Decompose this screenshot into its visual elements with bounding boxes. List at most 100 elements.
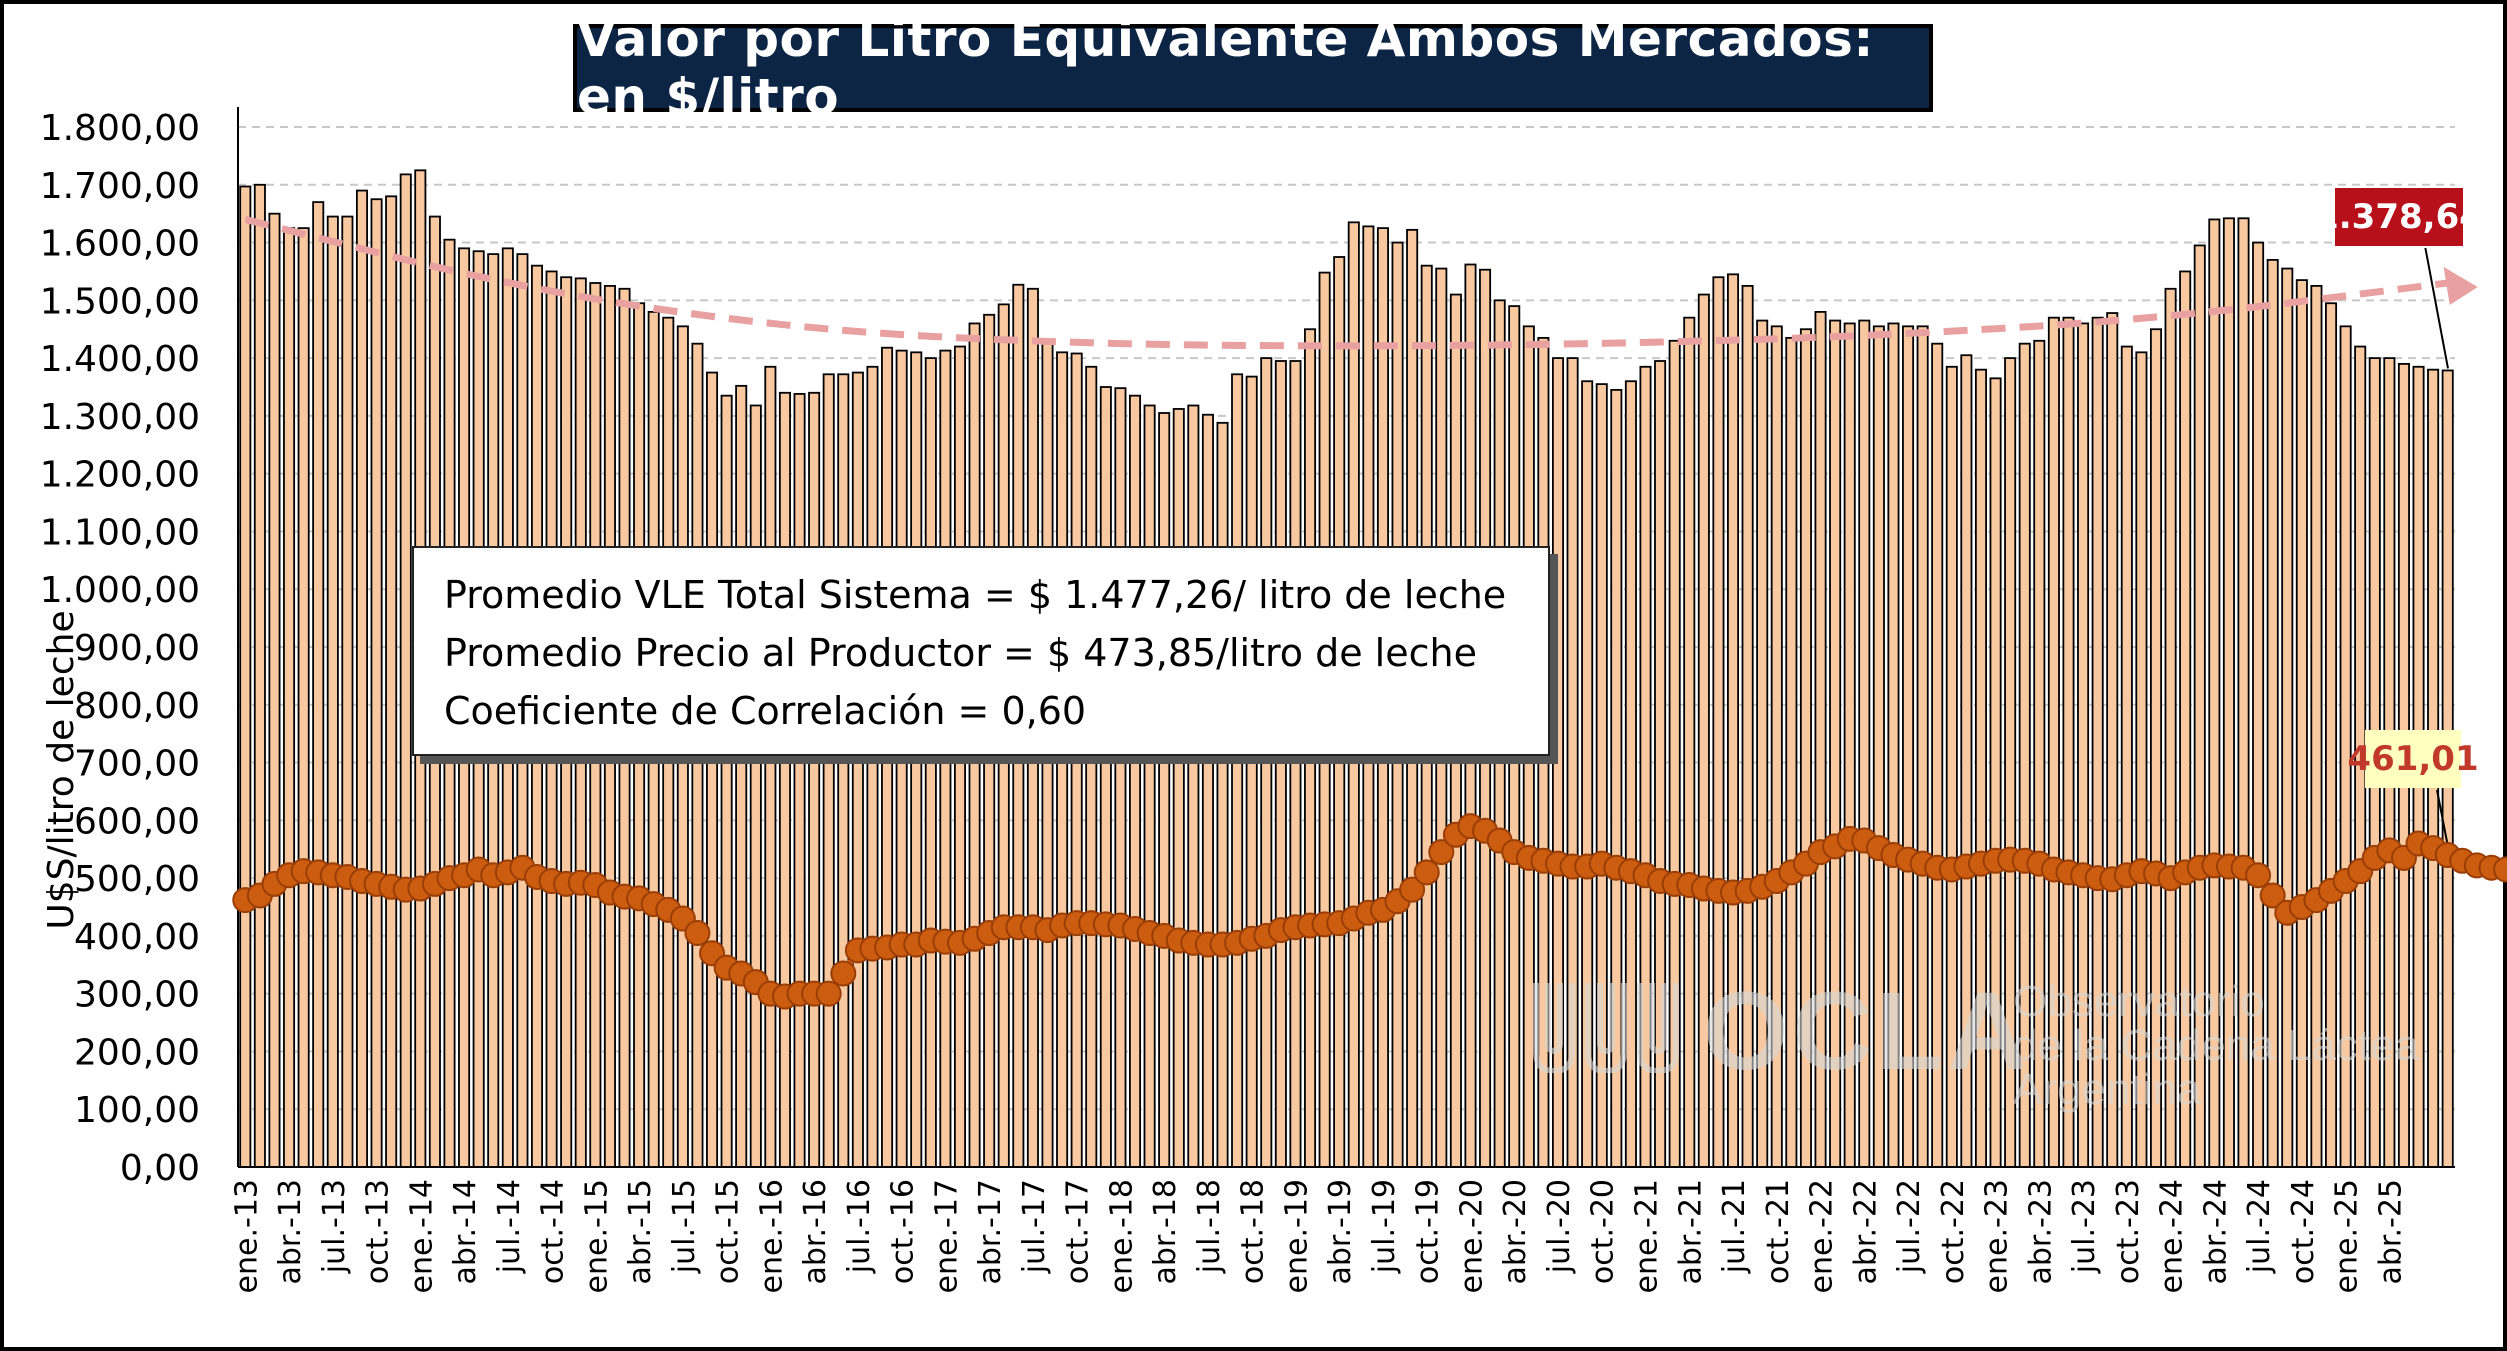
x-tick-label: ene.-19 <box>1279 1179 1314 1293</box>
x-tick-label: jul.-14 <box>492 1179 527 1274</box>
y-tick-label: 0,00 <box>120 1148 200 1189</box>
bar <box>1129 394 1142 1168</box>
bar <box>341 215 354 1168</box>
final-price-value-label: 461,01 <box>2347 730 2479 788</box>
bar <box>1143 404 1156 1168</box>
x-tick-label: jul.-21 <box>1717 1179 1752 1274</box>
y-tick-label: 700,00 <box>74 744 200 785</box>
x-tick-label: oct.-13 <box>361 1179 396 1284</box>
x-tick-label: oct.-19 <box>1411 1179 1446 1284</box>
price-point <box>815 980 842 1007</box>
y-tick-label: 500,00 <box>74 859 200 900</box>
bar <box>1187 404 1200 1168</box>
bar <box>910 351 923 1168</box>
trend-arrowhead <box>2443 267 2478 305</box>
stat-correlation: Coeficiente de Correlación = 0,60 <box>444 689 1087 733</box>
y-tick-label: 1.500,00 <box>40 281 200 322</box>
x-tick-label: ene.-21 <box>1630 1179 1665 1293</box>
final-bar-leader-line <box>2424 245 2449 369</box>
x-tick-label: ene.-23 <box>1980 1179 2015 1293</box>
stats-annotation-box: Promedio VLE Total Sistema = $ 1.477,26/… <box>412 546 1550 756</box>
bar <box>355 189 368 1168</box>
bar <box>1158 412 1171 1168</box>
bar <box>385 195 398 1168</box>
x-tick-label: oct.-20 <box>1586 1179 1621 1284</box>
bar <box>939 349 952 1168</box>
x-tick-label: oct.-15 <box>711 1179 746 1284</box>
y-tick-label: 1.800,00 <box>40 108 200 149</box>
bar <box>1231 373 1244 1168</box>
bar <box>399 173 412 1168</box>
y-tick-label: 1.700,00 <box>40 166 200 207</box>
stat-producer-price-average: Promedio Precio al Productor = $ 473,85/… <box>444 631 1477 675</box>
bar <box>778 391 791 1168</box>
bar <box>764 365 777 1168</box>
x-tick-label: abr.-22 <box>1848 1179 1883 1285</box>
x-tick-label: abr.-19 <box>1323 1179 1358 1285</box>
x-tick-label: abr.-24 <box>2198 1179 2233 1285</box>
bar <box>1245 375 1258 1168</box>
x-tick-label: ene.-20 <box>1454 1179 1489 1293</box>
x-tick-label: abr.-21 <box>1673 1179 1708 1285</box>
bar <box>1070 352 1083 1168</box>
x-tick-label: oct.-17 <box>1061 1179 1096 1284</box>
y-tick-label: 200,00 <box>74 1032 200 1073</box>
x-tick-label: jul.-20 <box>1542 1179 1577 1274</box>
price-point <box>1428 839 1455 866</box>
y-tick-label: 300,00 <box>74 975 200 1016</box>
bar <box>881 346 894 1168</box>
y-tick-label: 1.000,00 <box>40 570 200 611</box>
price-point <box>684 920 711 946</box>
trend-line <box>244 216 2449 350</box>
y-tick-label: 100,00 <box>74 1090 200 1131</box>
chart-title: Valor por Litro Equivalente Ambos Mercad… <box>577 10 1874 126</box>
bar <box>866 365 879 1168</box>
x-tick-label: jul.-24 <box>2242 1179 2277 1274</box>
watermark-line3: Argentina <box>2013 1065 2202 1114</box>
bar <box>1201 413 1214 1168</box>
x-tick-label: abr.-23 <box>2023 1179 2058 1285</box>
x-tick-label: ene.-18 <box>1104 1179 1139 1293</box>
chart-title-box: Valor por Litro Equivalente Ambos Mercad… <box>573 10 1933 126</box>
x-tick-label: oct.-21 <box>1761 1179 1796 1284</box>
bar <box>1172 408 1185 1168</box>
bar <box>1260 357 1273 1168</box>
x-tick-label: abr.-17 <box>973 1179 1008 1285</box>
bar <box>370 198 383 1168</box>
x-tick-label: jul.-13 <box>317 1179 352 1274</box>
y-tick-label: 1.300,00 <box>40 397 200 438</box>
bar <box>735 384 748 1168</box>
price-point <box>2259 882 2286 909</box>
x-tick-label: jul.-17 <box>1017 1179 1052 1274</box>
bar <box>720 394 733 1168</box>
x-tick-label: ene.-16 <box>754 1179 789 1293</box>
bar <box>1099 386 1112 1168</box>
x-tick-label: oct.-24 <box>2286 1179 2321 1284</box>
bar <box>1085 365 1098 1168</box>
watermark-line1: Observatorio <box>2013 977 2265 1026</box>
bar <box>312 201 325 1168</box>
y-tick-label: 1.100,00 <box>40 512 200 553</box>
bar <box>808 391 821 1168</box>
price-point <box>2493 856 2507 883</box>
x-tick-label: oct.-16 <box>886 1179 921 1284</box>
y-tick-label: 1.600,00 <box>40 224 200 265</box>
price-point <box>1413 859 1440 886</box>
bar <box>749 404 762 1168</box>
ocla-logo-icon <box>1533 983 1679 1073</box>
x-tick-label: abr.-25 <box>2373 1179 2408 1285</box>
x-tick-label: oct.-14 <box>536 1179 571 1284</box>
x-tick-label: jul.-23 <box>2067 1179 2102 1274</box>
x-tick-label: abr.-18 <box>1148 1179 1183 1285</box>
x-tick-label: oct.-18 <box>1236 1179 1271 1284</box>
y-axis-label: U$S/litro de leche <box>41 610 82 929</box>
x-tick-label: oct.-23 <box>2111 1179 2146 1284</box>
x-tick-label: jul.-19 <box>1367 1179 1402 1274</box>
bar <box>822 373 835 1168</box>
x-tick-label: ene.-24 <box>2155 1179 2190 1293</box>
x-tick-label: oct.-22 <box>1936 1179 1971 1284</box>
bar <box>239 185 252 1168</box>
x-tick-label: ene.-25 <box>2330 1179 2365 1293</box>
x-tick-label: abr.-16 <box>798 1179 833 1285</box>
bar <box>924 357 937 1168</box>
